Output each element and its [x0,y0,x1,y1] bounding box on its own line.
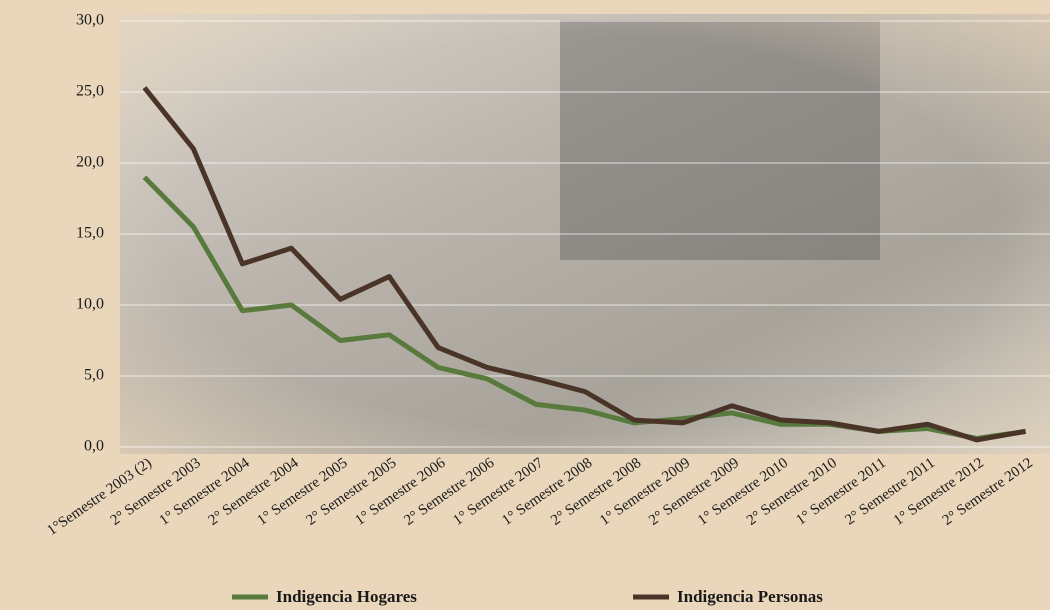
x-tick-label: 2° Semestre 2012 [940,455,1036,529]
y-tick-label: 25,0 [76,83,104,100]
legend-text: Indigencia Personas [677,587,823,606]
y-tick-label: 10,0 [76,296,104,313]
y-tick-label: 15,0 [76,225,104,242]
y-tick-label: 0,0 [84,438,104,455]
y-tick-label: 20,0 [76,154,104,171]
y-tick-label: 5,0 [84,367,104,384]
chart: 0,05,010,015,020,025,030,01°Semestre 200… [0,0,1050,610]
y-tick-label: 30,0 [76,12,104,29]
legend-text: Indigencia Hogares [276,587,417,606]
